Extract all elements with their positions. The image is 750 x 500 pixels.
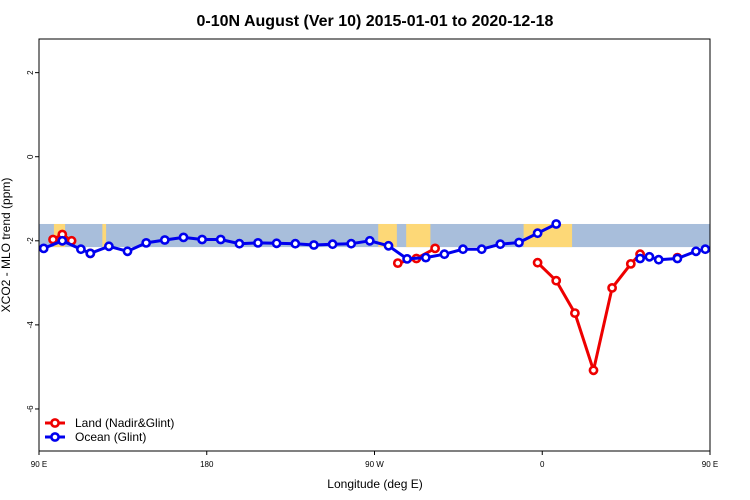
data-point	[104, 241, 114, 252]
data-point	[439, 249, 450, 260]
data-point	[253, 237, 263, 248]
data-point	[402, 253, 412, 264]
data-point	[588, 365, 599, 376]
y-tick-label: 0	[26, 154, 35, 159]
data-point	[607, 282, 617, 293]
data-point	[739, 237, 746, 244]
legend: Land (Nadir&Glint)Ocean (Glint)	[45, 416, 174, 444]
data-point	[625, 258, 636, 269]
data-point	[495, 239, 506, 250]
data-point	[644, 251, 655, 262]
x-axis-label: Longitude (deg E)	[327, 477, 422, 491]
data-point	[178, 232, 189, 243]
x-axis: 90 E 180 90 W 0 90 E	[31, 451, 718, 469]
data-point	[271, 238, 282, 249]
data-point	[635, 253, 645, 264]
legend-label: Land (Nadir&Glint)	[75, 416, 174, 430]
data-point	[514, 237, 524, 248]
data-point	[653, 254, 664, 265]
data-point	[458, 244, 468, 255]
data-point	[551, 275, 562, 286]
data-point	[159, 235, 170, 245]
x-tick-label: 90 W	[365, 460, 384, 469]
land-patch	[102, 223, 107, 248]
data-point	[39, 243, 49, 254]
legend-marker	[50, 432, 60, 442]
data-point	[430, 243, 440, 254]
data-point	[327, 239, 338, 250]
data-point	[420, 252, 431, 263]
series-line	[733, 235, 742, 239]
data-point	[392, 258, 403, 268]
x-tick-label: 90 E	[702, 460, 718, 469]
y-tick-label: -4	[26, 321, 35, 329]
x-tick-label: 180	[200, 460, 214, 469]
data-point	[730, 236, 737, 243]
data-point	[532, 257, 543, 268]
plot-series	[39, 219, 746, 376]
series-line	[536, 253, 642, 372]
land-patch	[406, 223, 431, 248]
data-point	[57, 235, 68, 246]
data-point	[234, 238, 245, 249]
series-line	[639, 246, 710, 262]
data-point	[691, 246, 701, 257]
ocean-band	[39, 223, 710, 248]
data-point	[700, 244, 710, 255]
legend-label: Ocean (Glint)	[75, 430, 146, 444]
data-point	[122, 246, 133, 257]
y-tick-label: -6	[26, 405, 35, 413]
data-point	[570, 308, 580, 318]
y-tick-label: 2	[26, 70, 35, 75]
land-patch	[712, 224, 747, 247]
legend-marker	[50, 418, 60, 428]
data-point	[720, 241, 727, 248]
data-point	[672, 253, 683, 264]
data-point	[197, 234, 207, 245]
data-point	[383, 240, 394, 251]
land-patch	[378, 223, 397, 248]
data-point	[532, 228, 543, 239]
data-point	[739, 232, 746, 239]
series-1	[39, 219, 746, 265]
data-point	[141, 237, 152, 248]
data-point	[290, 238, 301, 249]
data-point	[308, 240, 319, 250]
data-point	[215, 234, 226, 245]
y-tick-label: -2	[26, 237, 35, 245]
y-axis-label: XCO2 - MLO trend (ppm)	[0, 178, 13, 313]
y-axis: 2 0 -2 -4 -6	[26, 70, 39, 413]
chart-title: 0-10N August (Ver 10) 2015-01-01 to 2020…	[197, 13, 554, 30]
data-point	[76, 244, 86, 255]
x-tick-label: 90 E	[31, 460, 47, 469]
data-point	[476, 244, 487, 255]
data-point	[85, 248, 96, 259]
x-tick-label: 0	[540, 460, 545, 469]
data-point	[551, 219, 562, 229]
data-point	[364, 235, 375, 246]
data-point	[346, 238, 357, 249]
